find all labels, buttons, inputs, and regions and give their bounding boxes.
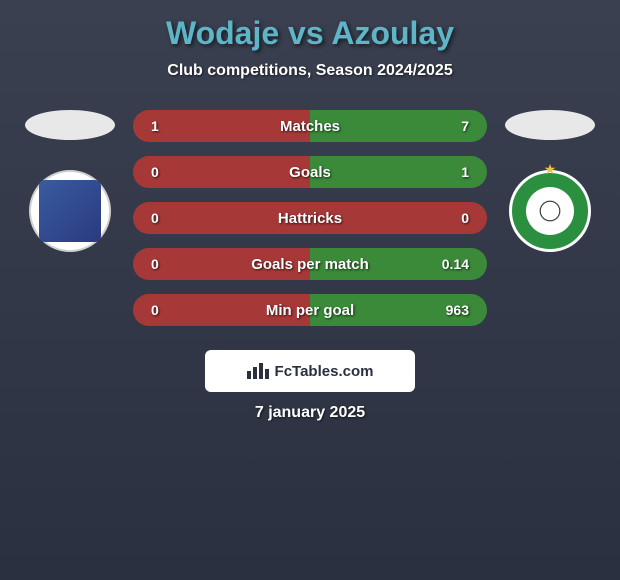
- stat-right-value: 0.14: [442, 256, 469, 272]
- circle-icon: [526, 187, 574, 235]
- soccer-ball-icon: [534, 195, 566, 227]
- footer-logo: FcTables.com: [205, 350, 415, 392]
- player-left-column: [15, 110, 125, 252]
- player-right-column: ★: [495, 110, 605, 252]
- subtitle: Club competitions, Season 2024/2025: [10, 62, 610, 80]
- stat-bar-matches: 1 Matches 7: [133, 110, 487, 142]
- stats-column: 1 Matches 7 0 Goals 1 0 Hattricks 0 0 Go…: [125, 110, 495, 326]
- stat-right-value: 7: [461, 118, 469, 134]
- stat-left-value: 0: [151, 302, 159, 318]
- stat-bar-goals: 0 Goals 1: [133, 156, 487, 188]
- stat-left-value: 0: [151, 164, 159, 180]
- stat-label: Goals: [289, 164, 331, 181]
- main-comparison: 1 Matches 7 0 Goals 1 0 Hattricks 0 0 Go…: [10, 110, 610, 326]
- stat-left-value: 0: [151, 256, 159, 272]
- stat-left-value: 1: [151, 118, 159, 134]
- team-badge-right: ★: [509, 170, 591, 252]
- avatar-right: [505, 110, 595, 140]
- stat-left-value: 0: [151, 210, 159, 226]
- shield-icon: [39, 180, 101, 242]
- stat-right-value: 963: [446, 302, 469, 318]
- avatar-left: [25, 110, 115, 140]
- stat-label: Matches: [280, 118, 340, 135]
- stat-bar-min-per-goal: 0 Min per goal 963: [133, 294, 487, 326]
- page-title: Wodaje vs Azoulay: [10, 15, 610, 52]
- team-badge-left: [29, 170, 111, 252]
- stat-label: Min per goal: [266, 302, 354, 319]
- stat-bar-hattricks: 0 Hattricks 0: [133, 202, 487, 234]
- stat-right-value: 1: [461, 164, 469, 180]
- stat-label: Hattricks: [278, 210, 342, 227]
- stat-label: Goals per match: [251, 256, 369, 273]
- stat-bar-goals-per-match: 0 Goals per match 0.14: [133, 248, 487, 280]
- stat-right-value: 0: [461, 210, 469, 226]
- chart-icon: [247, 363, 269, 379]
- footer-date: 7 january 2025: [10, 404, 610, 422]
- footer-logo-text: FcTables.com: [275, 363, 374, 380]
- star-icon: ★: [544, 161, 557, 178]
